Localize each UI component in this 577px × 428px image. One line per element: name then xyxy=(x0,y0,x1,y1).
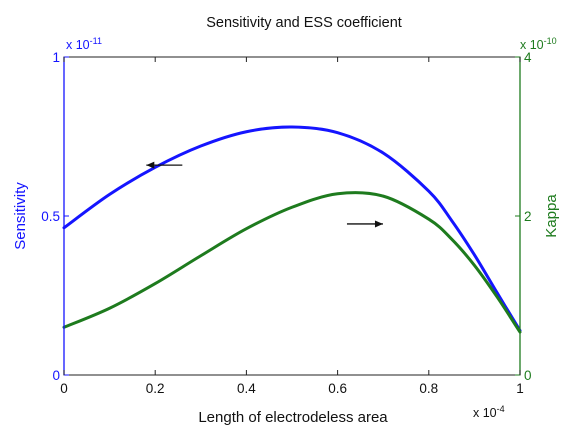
left-tick-label: 0 xyxy=(52,368,60,383)
x-axis-label: Length of electrodeless area xyxy=(198,409,388,426)
right-axis-multiplier: x 10-10 xyxy=(520,36,557,52)
x-tick-label: 0.2 xyxy=(146,381,165,396)
chart-title: Sensitivity and ESS coefficient xyxy=(206,15,402,31)
x-tick-label: 0.8 xyxy=(419,381,438,396)
right-tick-label: 4 xyxy=(524,50,532,65)
left-axis-label: Sensitivity xyxy=(12,182,29,250)
kappa-series-line xyxy=(62,191,522,334)
sensitivity-series-line xyxy=(62,125,522,332)
right-axis-label: Kappa xyxy=(543,194,560,238)
right-tick-label: 2 xyxy=(524,209,532,224)
x-tick-label: 0 xyxy=(60,381,68,396)
x-axis-ticks: 0 0.2 0.4 0.6 0.8 1 xyxy=(60,57,524,396)
arrow-annotations xyxy=(146,161,383,228)
arrow-right-annotation xyxy=(346,220,383,228)
series-lines xyxy=(62,125,522,334)
right-tick-label: 0 xyxy=(524,368,532,383)
left-tick-label: 1 xyxy=(52,50,60,65)
right-axis-ticks: 0 2 4 xyxy=(515,50,532,383)
left-axis-ticks: 00.51 xyxy=(41,50,69,383)
left-axis-multiplier: x 10-11 xyxy=(66,36,102,52)
arrow-head xyxy=(374,220,383,228)
x-axis-multiplier: x 10-4 xyxy=(473,404,505,420)
plot-area xyxy=(63,56,521,376)
arrow-left-annotation xyxy=(146,161,183,169)
x-tick-label: 0.6 xyxy=(328,381,347,396)
arrow-head xyxy=(146,161,155,169)
x-tick-label: 0.4 xyxy=(237,381,256,396)
left-tick-label: 0.5 xyxy=(41,209,60,224)
x-tick-label: 1 xyxy=(516,381,524,396)
